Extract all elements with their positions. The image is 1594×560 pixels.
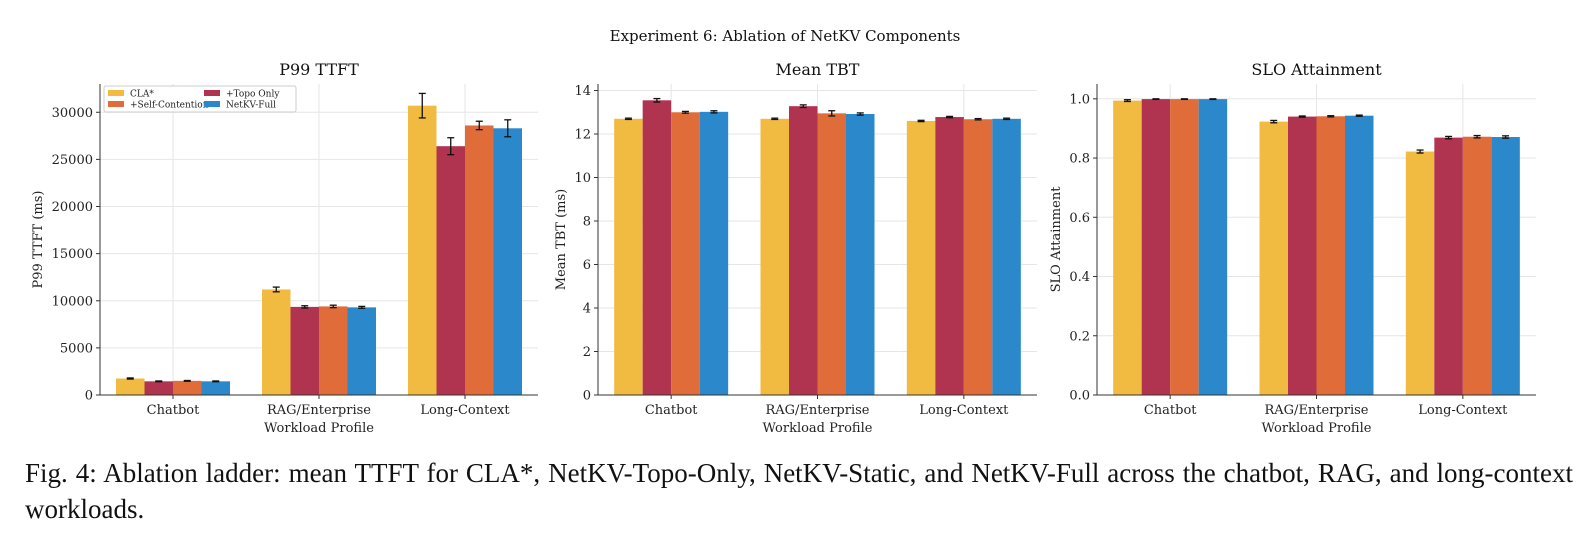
bar <box>1491 137 1520 395</box>
y-tick-label: 30000 <box>52 106 93 121</box>
bar <box>1405 151 1435 395</box>
y-tick-label: 15000 <box>52 247 93 262</box>
x-tick-label: RAG/Enterprise <box>766 403 870 418</box>
bar <box>201 381 230 395</box>
x-tick-label: Long-Context <box>919 403 1009 418</box>
y-tick-label: 5000 <box>60 341 93 356</box>
legend-swatch <box>108 90 124 96</box>
bar <box>319 306 348 395</box>
y-tick-label: 0 <box>85 389 93 404</box>
bar <box>144 381 173 395</box>
bar <box>671 112 700 395</box>
bar <box>1288 116 1317 395</box>
x-tick-label: Chatbot <box>1144 403 1197 418</box>
x-tick-label: RAG/Enterprise <box>1265 403 1369 418</box>
y-axis-label: SLO Attainment <box>1049 186 1064 293</box>
bar <box>290 306 319 395</box>
bar <box>935 117 964 395</box>
bar <box>1113 100 1142 395</box>
y-tick-label: 0.6 <box>1069 211 1090 226</box>
y-tick-label: 1.0 <box>1069 92 1090 107</box>
legend-swatch <box>108 101 124 107</box>
y-tick-label: 0.4 <box>1069 270 1090 285</box>
figure-caption: Fig. 4: Ablation ladder: mean TTFT for C… <box>25 458 1573 524</box>
y-tick-label: 0.0 <box>1069 389 1090 404</box>
legend-label: +Self-Contention <box>130 101 209 111</box>
bar <box>1462 136 1492 395</box>
y-tick-label: 0.8 <box>1069 152 1090 167</box>
y-tick-label: 25000 <box>52 153 93 168</box>
bar <box>465 125 494 395</box>
figure-suptitle: Experiment 6: Ablation of NetKV Componen… <box>610 27 961 45</box>
x-tick-label: Long-Context <box>1418 403 1508 418</box>
bar <box>992 118 1021 395</box>
bar <box>493 128 522 395</box>
y-tick-label: 12 <box>574 128 591 143</box>
bar <box>1141 99 1171 395</box>
bar <box>408 105 437 396</box>
y-tick-label: 20000 <box>52 200 93 215</box>
figure-canvas: Experiment 6: Ablation of NetKV Componen… <box>31 27 1536 436</box>
x-axis-label: Workload Profile <box>763 421 873 436</box>
panel-title: Mean TBT <box>776 60 860 79</box>
legend-swatch <box>204 90 220 96</box>
y-tick-label: 14 <box>574 84 591 99</box>
bar <box>963 119 993 395</box>
bar <box>614 118 643 395</box>
legend-swatch <box>204 101 220 107</box>
y-tick-label: 0.2 <box>1069 329 1090 344</box>
y-axis-label: P99 TTFT (ms) <box>31 191 46 289</box>
charts-group: 0 5000 10000 15000 20000 25000 30000 Chatbot RAG… <box>31 60 1536 436</box>
bar <box>906 120 936 395</box>
x-axis-label: Workload Profile <box>264 421 374 436</box>
y-tick-label: 6 <box>583 258 591 273</box>
bar <box>116 378 145 395</box>
x-tick-label: RAG/Enterprise <box>267 403 371 418</box>
bar <box>1170 99 1199 395</box>
legend-label: CLA* <box>130 90 154 100</box>
y-tick-label: 0 <box>583 389 591 404</box>
x-tick-label: Long-Context <box>420 403 510 418</box>
bar <box>262 289 291 395</box>
bar <box>436 146 465 395</box>
x-tick-label: Chatbot <box>645 403 698 418</box>
chart-panel-3: 0.0 0.2 0.4 0.6 0.8 1.0 Chatbot RAG/Enterprise L… <box>1049 60 1536 436</box>
y-tick-label: 2 <box>583 345 591 360</box>
bar <box>699 111 729 395</box>
legend-label: NetKV-Full <box>226 101 276 111</box>
bar <box>1198 99 1228 395</box>
chart-panel-2: 0 2 4 6 8 10 12 14 Chatbot RAG/Enterprise Long-Con… <box>554 60 1037 436</box>
bar <box>1316 116 1345 395</box>
x-axis-label: Workload Profile <box>1262 421 1372 436</box>
y-tick-label: 8 <box>583 215 591 230</box>
bar <box>760 118 789 395</box>
y-tick-label: 10000 <box>52 294 93 309</box>
bar <box>1434 137 1463 395</box>
bar <box>1345 115 1374 395</box>
y-tick-label: 10 <box>574 171 591 186</box>
bar <box>789 106 818 395</box>
y-tick-label: 4 <box>583 302 591 317</box>
chart-panel-1: 0 5000 10000 15000 20000 25000 30000 Chatbot RAG… <box>31 60 538 436</box>
legend-label: +Topo Only <box>226 90 280 100</box>
bar <box>1259 121 1288 396</box>
panel-title: SLO Attainment <box>1251 60 1382 79</box>
bar <box>642 100 672 395</box>
x-tick-label: Chatbot <box>147 403 200 418</box>
bar <box>817 113 846 395</box>
bar <box>347 307 376 395</box>
bar <box>173 380 202 395</box>
y-axis-label: Mean TBT (ms) <box>554 189 569 290</box>
panel-title: P99 TTFT <box>279 60 359 79</box>
bar <box>846 114 875 396</box>
legend-box <box>103 85 297 113</box>
